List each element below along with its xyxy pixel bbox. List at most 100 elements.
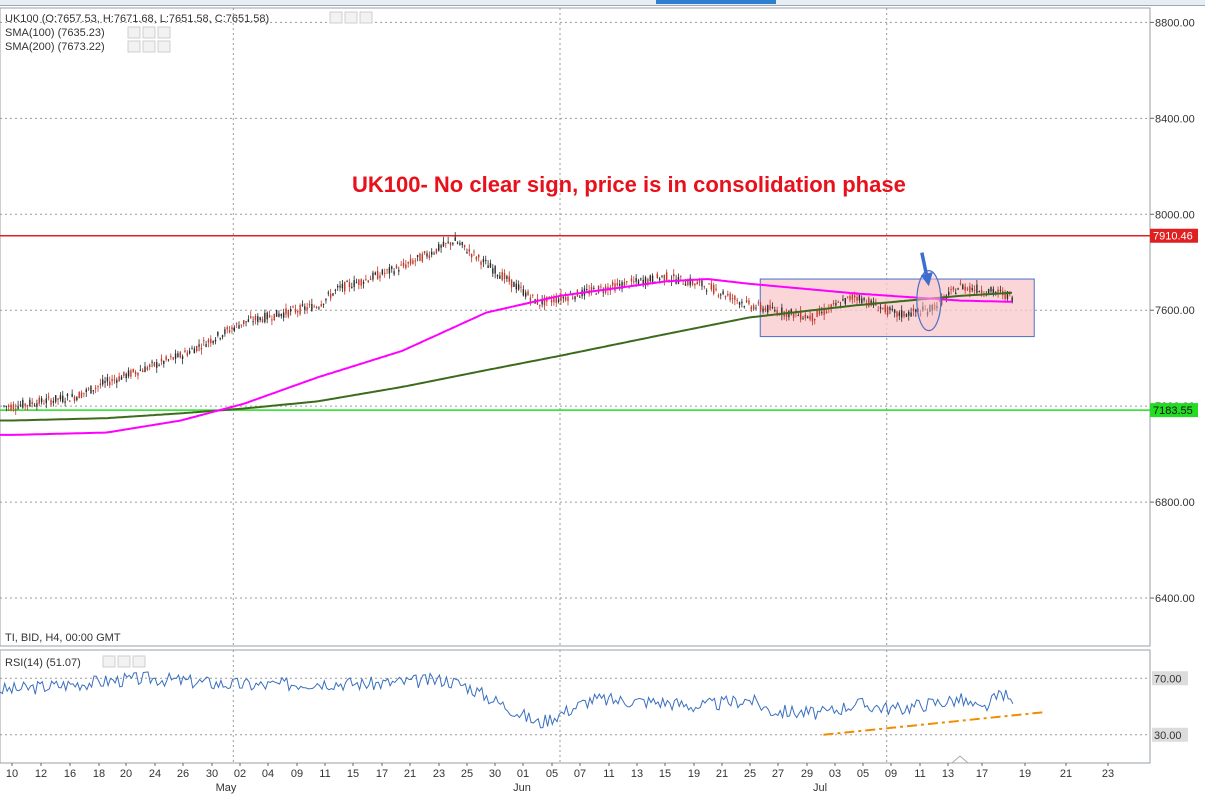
candle-body: [64, 401, 66, 403]
candle-body: [515, 283, 517, 290]
candle-body: [233, 327, 235, 332]
sma200-line[interactable]: [0, 291, 1013, 422]
legend-action-box[interactable]: [359, 11, 373, 24]
candle-body: [158, 364, 160, 366]
candle-body: [294, 308, 297, 313]
legend-action-box[interactable]: [127, 26, 141, 39]
candle-body: [351, 286, 353, 289]
candle-body: [311, 303, 313, 312]
candle-body: [186, 352, 188, 356]
candle-body: [499, 275, 501, 279]
candle-body: [846, 296, 849, 298]
candle-body: [969, 286, 971, 292]
candle-body: [59, 395, 62, 400]
candle-body: [912, 308, 915, 312]
candle-body: [419, 253, 421, 262]
candle-body: [153, 362, 156, 367]
x-day-label: 16: [64, 768, 76, 780]
candle-body: [635, 278, 637, 282]
candle-body: [259, 317, 261, 320]
sma200-legend-controls[interactable]: [127, 40, 171, 53]
candle-body: [198, 344, 200, 347]
candle-body: [684, 283, 687, 286]
candle-body: [760, 304, 762, 310]
candle-body: [757, 302, 760, 304]
candle-body: [43, 403, 45, 405]
rsi-level-tag: [1152, 671, 1188, 686]
candle-body: [254, 316, 257, 321]
legend-action-box[interactable]: [157, 40, 171, 53]
ohlc-legend-controls[interactable]: [329, 11, 373, 24]
candle-body: [854, 295, 856, 298]
candle-body: [621, 281, 623, 289]
candle-body: [992, 288, 995, 294]
candle-body: [520, 286, 522, 288]
candle-body: [367, 280, 369, 283]
candle-body: [12, 404, 15, 410]
rsi-trendline[interactable]: [823, 711, 1045, 736]
candle-body: [151, 361, 153, 363]
candle-body: [799, 310, 802, 320]
legend-action-box[interactable]: [344, 11, 358, 24]
candle-body: [769, 304, 771, 310]
candle-body: [454, 237, 456, 241]
legend-action-box[interactable]: [157, 26, 171, 39]
sma200-legend: SMA(200) (7673.22): [5, 41, 105, 53]
candle-body: [691, 280, 694, 285]
candle-body: [736, 299, 738, 301]
candle-body: [480, 261, 482, 265]
active-tab-indicator[interactable]: [656, 0, 776, 4]
rsi-level-label: 30.00: [1154, 730, 1182, 742]
candle-body: [45, 398, 47, 404]
candle-body: [205, 344, 207, 347]
candle-body: [395, 265, 398, 269]
legend-action-box[interactable]: [329, 11, 343, 24]
legend-action-box[interactable]: [132, 655, 146, 668]
candle-body: [473, 251, 475, 253]
legend-action-box[interactable]: [142, 40, 156, 53]
x-day-label: 19: [1019, 768, 1031, 780]
candle-body: [224, 329, 226, 335]
candle-body: [85, 389, 87, 393]
chart-footer-info: TI, BID, H4, 00:00 GMT: [5, 632, 121, 644]
candle-body: [884, 304, 886, 313]
candle-body: [268, 315, 271, 318]
candle-body: [87, 388, 90, 390]
candle-body: [494, 266, 496, 274]
scroll-caret-icon[interactable]: [950, 755, 970, 764]
candle-body: [682, 283, 684, 285]
rsi-line[interactable]: [0, 671, 1014, 729]
candle-body: [696, 281, 698, 285]
candle-body: [5, 406, 8, 408]
ohlc-legend: UK100 (O:7657.53, H:7671.68, L:7651.58, …: [5, 13, 269, 25]
candle-body: [431, 251, 433, 255]
sma100-line[interactable]: [0, 278, 1013, 436]
candle-body: [755, 307, 757, 309]
legend-action-box[interactable]: [102, 655, 116, 668]
candle-body: [50, 399, 52, 405]
candle-body: [245, 321, 247, 323]
candle-body: [360, 279, 362, 286]
sma100-legend-controls[interactable]: [127, 26, 171, 39]
candle-body: [962, 284, 964, 290]
rsi-legend-controls[interactable]: [102, 655, 146, 668]
candle-body: [694, 283, 696, 286]
candle-body: [510, 279, 513, 288]
candle-body: [950, 289, 952, 291]
candle-body: [301, 304, 304, 306]
candle-body: [47, 396, 50, 398]
support-price-label: 7183.55: [1153, 405, 1193, 417]
candle-body: [90, 385, 92, 394]
legend-action-box[interactable]: [117, 655, 131, 668]
legend-action-box[interactable]: [127, 40, 141, 53]
candle-body: [160, 358, 163, 362]
candle-body: [250, 316, 252, 318]
candle-body: [240, 324, 243, 326]
candle-body: [149, 364, 151, 367]
price-tick-label: 6400.00: [1155, 593, 1195, 605]
legend-action-box[interactable]: [142, 26, 156, 39]
candle-body: [745, 300, 748, 303]
x-day-label: 17: [376, 768, 388, 780]
candle-body: [33, 405, 36, 407]
